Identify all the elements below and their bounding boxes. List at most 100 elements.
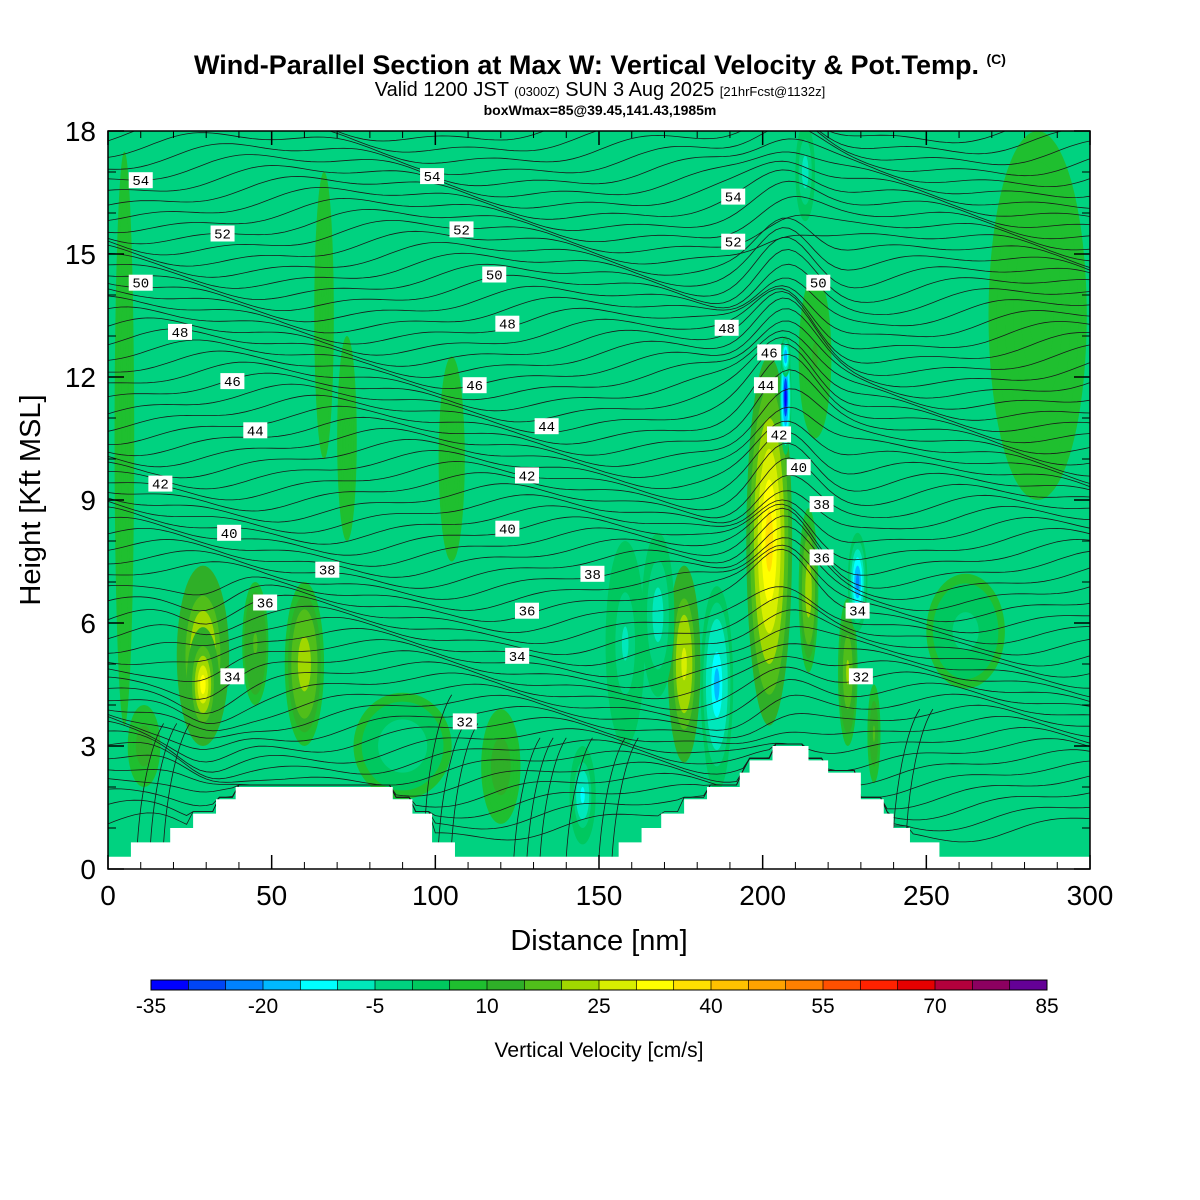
theta-label-text: 38 (813, 498, 830, 514)
isentrope-line (451, 723, 479, 843)
velocity-cell (641, 532, 675, 697)
velocity-contour (122, 390, 127, 487)
velocity-contour (322, 291, 326, 340)
theta-label-text: 40 (790, 461, 807, 477)
isentrope-line (438, 723, 466, 843)
isentrope-line (108, 320, 1090, 401)
theta-label: 50 (482, 266, 507, 285)
isentrope-line (108, 693, 1090, 739)
y-tick-label: 3 (80, 731, 96, 762)
theta-label-box (220, 373, 245, 390)
colorbar-segment (823, 980, 861, 990)
x-tick-label: 50 (256, 880, 287, 911)
theta-label-text: 46 (466, 379, 483, 395)
colorbar-segment (225, 980, 264, 990)
velocity-contour (846, 659, 850, 685)
velocity-contour (200, 674, 206, 695)
theta-label-box (217, 524, 242, 541)
isentrope-line (108, 743, 1090, 798)
theta-label: 38 (580, 565, 605, 584)
isentrope-line (108, 738, 1090, 780)
theta-label-box (482, 266, 507, 283)
chart-title-block: Wind-Parallel Section at Max W: Vertical… (0, 44, 1200, 118)
isentrope-line (108, 263, 1090, 323)
velocity-contour (394, 737, 411, 755)
plot-area: 54 54 54 52 52 52 50 50 50 48 48 48 46 46 46 44 44 44 42 42… (107, 130, 1091, 870)
isentrope-line (108, 277, 1090, 334)
theta-label: 42 (148, 475, 173, 494)
velocity-cell (667, 565, 701, 763)
isentrope-line (108, 227, 1090, 289)
isentrope-line (108, 343, 1090, 434)
theta-label-text: 52 (214, 228, 231, 244)
theta-label-text: 46 (761, 346, 778, 362)
theta-label: 48 (714, 319, 739, 338)
isentrope-line (108, 230, 1090, 267)
isentrope-line (108, 586, 1090, 645)
theta-label: 40 (217, 524, 242, 543)
isentrope-line (108, 308, 1090, 390)
isentrope-line (108, 138, 1090, 188)
velocity-contour (1029, 284, 1046, 347)
theta-label: 32 (848, 668, 873, 686)
velocity-cell (114, 151, 135, 726)
velocity-contour (803, 163, 807, 181)
theta-label: 40 (786, 459, 811, 477)
isentrope-line (108, 369, 1090, 457)
theta-label-box (128, 274, 153, 291)
theta-label: 44 (243, 422, 268, 440)
theta-label-box (580, 565, 605, 582)
isentrope-line (108, 249, 1090, 311)
y-tick-label: 0 (80, 854, 96, 885)
theta-label-box (148, 475, 173, 492)
velocity-contour (784, 353, 787, 360)
theta-label-text: 54 (132, 174, 149, 190)
isentrope-line (906, 708, 934, 829)
isentrope-line (108, 336, 1090, 423)
theta-label-text: 34 (509, 650, 526, 666)
theta-label-box (809, 496, 834, 513)
velocity-contour (580, 787, 585, 804)
colorbar-segment (263, 980, 301, 990)
y-tick-label: 15 (65, 239, 96, 270)
chart-title: Wind-Parallel Section at Max W: Vertical… (0, 44, 1200, 80)
velocity-contour (765, 510, 774, 572)
isentrope-line (108, 490, 1090, 545)
theta-label-text: 48 (499, 318, 516, 334)
velocity-contour (784, 387, 787, 408)
theta-label-text: 52 (725, 236, 742, 252)
theta-label-box (315, 561, 340, 578)
theta-label-box (210, 225, 235, 242)
theta-label: 54 (420, 168, 445, 186)
forecast-info: [21hrFcst@1132z] (719, 84, 826, 99)
isentrope-line (108, 180, 1090, 234)
isentrope-line (539, 737, 567, 857)
colorbar-segment (449, 980, 488, 990)
velocity-cell (438, 356, 465, 562)
theta-label-box (534, 418, 559, 435)
theta-label: 52 (210, 225, 235, 244)
theta-label: 54 (721, 188, 746, 207)
theta-label: 34 (845, 602, 870, 621)
theta-label-box (495, 315, 520, 332)
theta-label: 36 (514, 602, 539, 621)
theta-label-text: 32 (852, 670, 869, 686)
theta-label-text: 32 (456, 715, 473, 731)
isentrope-line (108, 474, 1090, 534)
theta-label-text: 38 (584, 568, 601, 584)
colorbar-segment (524, 980, 563, 990)
theta-label-box (845, 602, 870, 619)
isentrope-line (108, 537, 1090, 612)
colorbar-segment (748, 980, 787, 990)
isentrope-line (163, 723, 191, 843)
colorbar-tick-label: 85 (1035, 995, 1058, 1018)
y-tick-label: 6 (80, 608, 96, 639)
theta-label-box (505, 647, 530, 664)
theta-label-box (786, 459, 811, 476)
theta-label-text: 48 (172, 326, 189, 342)
theta-label-text: 50 (486, 269, 503, 285)
theta-label: 44 (534, 418, 559, 436)
colorbar-segment (300, 980, 339, 990)
isentrope-line (108, 743, 1090, 786)
velocity-cell (798, 508, 819, 673)
